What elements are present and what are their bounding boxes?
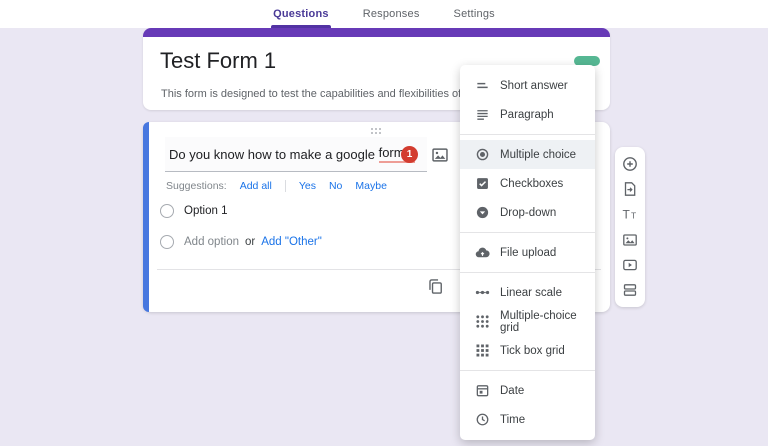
add-image-to-question-button[interactable] (429, 144, 451, 166)
menu-item-time[interactable]: Time (460, 405, 595, 434)
menu-item-label: Linear scale (500, 286, 563, 299)
form-accent-bar (143, 28, 610, 37)
tab-responses[interactable]: Responses (361, 0, 422, 28)
green-badge (574, 56, 600, 66)
suggestion-maybe[interactable]: Maybe (355, 180, 387, 192)
linear-scale-icon (475, 285, 490, 300)
image-icon (432, 148, 448, 162)
question-text: Do you know how to make a google (169, 146, 379, 162)
add-question-button[interactable] (622, 156, 638, 172)
suggestions-divider (284, 180, 286, 192)
menu-item-label: Multiple choice (500, 148, 577, 161)
add-image-button[interactable] (622, 232, 638, 248)
spelling-suggestions-row: Suggestions: Add all Yes No Maybe (166, 180, 400, 192)
add-option-row: Add option or Add "Other" (160, 235, 322, 249)
tick-box-grid-icon (475, 343, 490, 358)
form-description[interactable]: This form is designed to test the capabi… (161, 88, 529, 100)
suggestion-yes[interactable]: Yes (298, 180, 316, 192)
add-video-icon (623, 259, 637, 270)
add-other-button[interactable]: Add "Other" (261, 236, 322, 248)
tab-settings-label: Settings (453, 8, 495, 20)
menu-item-tick-box-grid[interactable]: Tick box grid (460, 336, 595, 365)
tab-responses-label: Responses (362, 8, 420, 20)
paragraph-icon (475, 107, 490, 122)
add-section-icon (623, 283, 637, 296)
multiple-choice-icon (475, 147, 490, 162)
date-icon (475, 383, 490, 398)
menu-divider (460, 272, 595, 273)
menu-item-label: Time (500, 413, 526, 426)
menu-item-label: Multiple-choice grid (500, 309, 577, 334)
form-header-tabs: Questions Responses Settings (0, 0, 768, 28)
menu-item-linear-scale[interactable]: Linear scale (460, 278, 595, 307)
active-tab-underline (271, 25, 331, 28)
tab-settings[interactable]: Settings (452, 0, 497, 28)
add-title-icon: T T (623, 208, 637, 222)
menu-divider (460, 370, 595, 371)
radio-icon (160, 235, 174, 249)
suggestion-no[interactable]: No (328, 180, 343, 192)
menu-item-label: Tick box grid (500, 344, 565, 357)
add-question-icon (623, 157, 637, 172)
checkboxes-icon (475, 176, 490, 191)
radio-icon[interactable] (160, 204, 174, 218)
menu-divider (460, 232, 595, 233)
selected-card-accent (143, 122, 149, 312)
menu-item-checkboxes[interactable]: Checkboxes (460, 169, 595, 198)
menu-item-label: File upload (500, 246, 557, 259)
floating-side-toolbar: T T (615, 147, 645, 307)
form-title[interactable]: Test Form 1 (160, 48, 277, 73)
menu-item-multiple-choice[interactable]: Multiple choice (460, 140, 595, 169)
menu-divider (460, 134, 595, 135)
tab-questions[interactable]: Questions (271, 0, 331, 28)
option-1-label[interactable]: Option 1 (184, 205, 228, 217)
menu-item-label: Checkboxes (500, 177, 564, 190)
spelling-error-badge[interactable]: 1 (401, 146, 418, 163)
menu-item-label: Short answer (500, 79, 568, 92)
add-title-description-button[interactable]: T T (622, 206, 638, 222)
menu-item-label: Date (500, 384, 525, 397)
tab-questions-label: Questions (273, 8, 329, 20)
drop-down-icon (475, 205, 490, 220)
option-row-1: Option 1 (160, 204, 227, 218)
menu-item-file-upload[interactable]: File upload (460, 238, 595, 267)
multiple-choice-grid-icon (475, 314, 490, 329)
duplicate-question-button[interactable] (427, 278, 447, 298)
add-video-button[interactable] (622, 257, 638, 273)
menu-item-label: Paragraph (500, 108, 554, 121)
or-label: or (245, 236, 256, 248)
question-type-menu: Short answer Paragraph Multiple choice C… (460, 65, 595, 440)
question-title-input[interactable]: Do you know how to make a google form ? … (165, 137, 427, 172)
menu-item-short-answer[interactable]: Short answer (460, 71, 595, 100)
add-section-button[interactable] (622, 282, 638, 298)
file-upload-icon (475, 245, 490, 260)
short-answer-icon (475, 78, 490, 93)
add-option-button[interactable]: Add option (184, 236, 239, 248)
menu-item-drop-down[interactable]: Drop-down (460, 198, 595, 227)
menu-item-multiple-choice-grid[interactable]: Multiple-choice grid (460, 307, 595, 336)
time-icon (475, 412, 490, 427)
import-questions-icon (624, 182, 636, 197)
suggestion-add-all[interactable]: Add all (239, 180, 272, 192)
drag-handle-icon[interactable] (370, 128, 383, 136)
menu-item-label: Drop-down (500, 206, 557, 219)
suggestions-label: Suggestions: (166, 180, 227, 192)
import-questions-button[interactable] (622, 181, 638, 197)
duplicate-icon (429, 279, 442, 294)
card-footer-divider (157, 269, 601, 270)
add-image-icon (623, 233, 637, 246)
menu-item-paragraph[interactable]: Paragraph (460, 100, 595, 129)
menu-item-date[interactable]: Date (460, 376, 595, 405)
svg-text:T: T (623, 208, 631, 222)
svg-text:T: T (631, 211, 636, 221)
